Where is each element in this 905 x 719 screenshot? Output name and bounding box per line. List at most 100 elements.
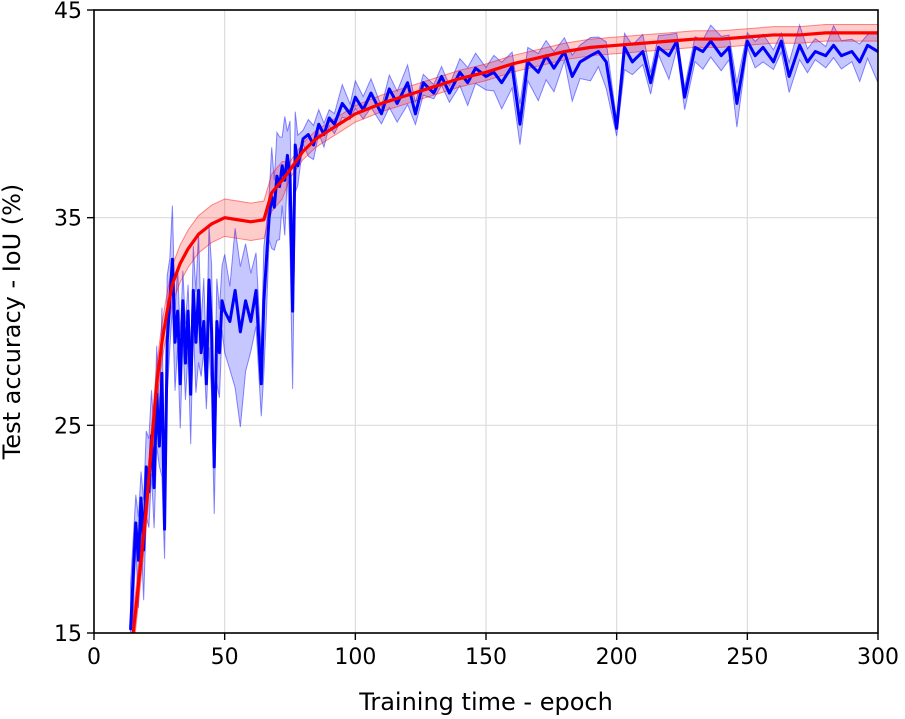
blue-series-point xyxy=(185,362,187,364)
red-series-point xyxy=(590,47,592,49)
blue-series-point xyxy=(825,55,827,57)
blue-series-point xyxy=(370,92,372,94)
blue-series-point xyxy=(318,123,320,125)
y-tick-label: 35 xyxy=(54,207,82,232)
red-series-point xyxy=(668,40,670,42)
blue-series-point xyxy=(519,123,521,125)
blue-series-point xyxy=(187,310,189,312)
red-series-point xyxy=(198,233,200,235)
blue-series-point xyxy=(422,82,424,84)
blue-series-point xyxy=(624,47,626,49)
blue-series-point xyxy=(289,175,291,177)
blue-series-point xyxy=(467,82,469,84)
blue-series-point xyxy=(475,67,477,69)
blue-series-point xyxy=(255,290,257,292)
blue-series-point xyxy=(138,560,140,562)
y-tick-label: 15 xyxy=(54,622,82,647)
blue-series-point xyxy=(859,61,861,63)
blue-series-point xyxy=(177,310,179,312)
blue-series-point xyxy=(193,290,195,292)
blue-series-point xyxy=(605,61,607,63)
blue-series-line xyxy=(129,39,878,631)
red-series-point xyxy=(237,219,239,221)
blue-series-point xyxy=(159,445,161,447)
blue-series-point xyxy=(221,300,223,302)
blue-series-point xyxy=(355,96,357,98)
blue-series-point xyxy=(161,373,163,375)
red-series-point xyxy=(328,130,330,132)
blue-series-point xyxy=(281,165,283,167)
red-series-point xyxy=(250,221,252,223)
blue-series-point xyxy=(172,258,174,260)
blue-series-point xyxy=(807,61,809,63)
blue-series-point xyxy=(302,138,304,140)
blue-series-point xyxy=(140,497,142,499)
red-series-point xyxy=(720,38,722,40)
red-series-point xyxy=(271,192,273,194)
red-series-point xyxy=(315,138,317,140)
blue-series-point xyxy=(190,393,192,395)
blue-series-point xyxy=(153,487,155,489)
red-series-point xyxy=(166,310,168,312)
blue-series-point xyxy=(415,113,417,115)
blue-series-point xyxy=(616,128,618,130)
red-series-point xyxy=(564,51,566,53)
blue-series-point xyxy=(294,144,296,146)
blue-series-point xyxy=(334,123,336,125)
blue-series-point xyxy=(135,522,137,524)
blue-series-point xyxy=(590,55,592,57)
red-series-point xyxy=(172,283,174,285)
blue-series-point xyxy=(307,134,309,136)
blue-series-point xyxy=(266,258,268,260)
red-series-point xyxy=(851,32,853,34)
blue-series-point xyxy=(260,383,262,385)
blue-series-point xyxy=(773,61,775,63)
blue-series-point xyxy=(182,300,184,302)
blue-series-point xyxy=(799,45,801,47)
blue-series-point xyxy=(274,206,276,208)
blue-series-point xyxy=(720,55,722,57)
blue-series-point xyxy=(493,72,495,74)
x-tick-label: 200 xyxy=(596,645,638,670)
blue-series-point xyxy=(658,47,660,49)
y-tick-label: 45 xyxy=(54,0,82,24)
blue-series-point xyxy=(200,352,202,354)
blue-series-point xyxy=(501,82,503,84)
blue-series-point xyxy=(736,103,738,105)
blue-series-point xyxy=(245,300,247,302)
blue-series-point xyxy=(754,55,756,57)
red-series-point xyxy=(289,169,291,171)
blue-series-point xyxy=(213,466,215,468)
blue-series-point xyxy=(203,321,205,323)
blue-series-point xyxy=(632,61,634,63)
blue-series-point xyxy=(728,47,730,49)
blue-series-point xyxy=(219,352,221,354)
series-lines xyxy=(129,31,878,633)
blue-series-point xyxy=(297,165,299,167)
blue-series-point xyxy=(788,76,790,78)
blue-series-point xyxy=(276,175,278,177)
red-series-point xyxy=(211,223,213,225)
red-series-point xyxy=(433,86,435,88)
blue-series-point xyxy=(240,331,242,333)
axis-ticks: 0 50 100 150 200 250 300 15 25 35 45 xyxy=(54,0,899,670)
blue-series-point xyxy=(579,61,581,63)
confidence-bands xyxy=(130,23,878,633)
red-series-point xyxy=(179,263,181,265)
blue-series-point xyxy=(396,103,398,105)
blue-series-point xyxy=(814,51,816,53)
x-tick-label: 50 xyxy=(211,645,239,670)
blue-series-point xyxy=(198,290,200,292)
blue-series-point xyxy=(668,55,670,57)
blue-series-point xyxy=(553,67,555,69)
blue-series-point xyxy=(287,155,289,157)
blue-series-point xyxy=(341,103,343,105)
x-tick-label: 300 xyxy=(857,645,899,670)
blue-series-point xyxy=(851,51,853,53)
red-series-point xyxy=(224,217,226,219)
red-series-point xyxy=(355,113,357,115)
blue-series-point xyxy=(179,383,181,385)
red-series-point xyxy=(161,341,163,343)
x-axis-label: Training time - epoch xyxy=(358,688,613,716)
blue-series-point xyxy=(650,82,652,84)
